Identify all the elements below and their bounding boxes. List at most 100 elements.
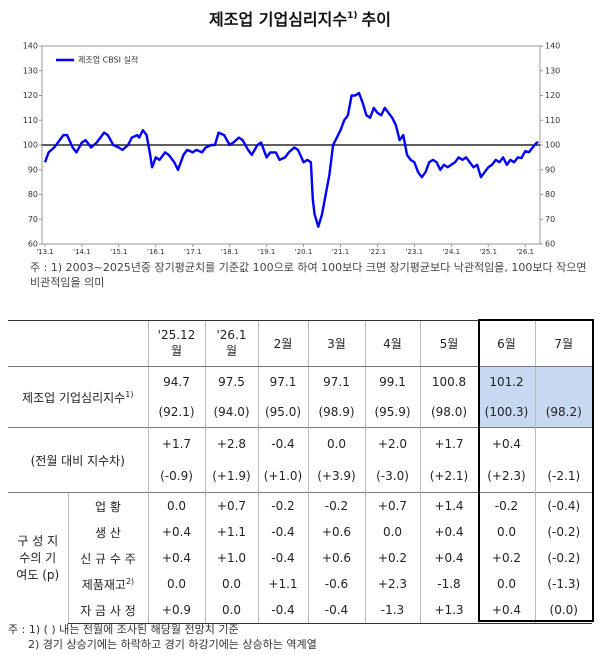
value-cell: (-1.3) — [534, 571, 592, 597]
forecast-cell: (+1.0) — [257, 460, 308, 493]
value-cell — [534, 366, 592, 397]
value-cell: (-0.2) — [534, 519, 592, 545]
value-cell: +0.7 — [364, 492, 420, 519]
forecast-cell: (+1.9) — [204, 460, 258, 493]
value-cell: +1.0 — [204, 545, 258, 571]
column-header: '26.1월 — [204, 320, 258, 367]
column-header: 3월 — [307, 320, 365, 367]
value-cell: 0.0 — [477, 571, 535, 597]
forecast-cell: (98.9) — [307, 397, 365, 428]
value-cell: 0.0 — [364, 519, 420, 545]
y2-tick-label: 120 — [545, 91, 560, 100]
value-cell: +1.4 — [419, 492, 478, 519]
value-cell: 97.1 — [307, 366, 365, 397]
sup: 2) — [125, 576, 135, 586]
value-cell: -0.4 — [257, 545, 308, 571]
value-cell: -0.4 — [257, 427, 308, 460]
x-tick-label: '18.1 — [221, 248, 239, 256]
value-cell: 0.0 — [147, 571, 205, 597]
forecast-cell: (98.0) — [419, 397, 478, 428]
value-cell: -0.4 — [257, 519, 308, 545]
value-cell: (-0.4) — [534, 492, 592, 519]
x-tick-label: '24.1 — [443, 248, 461, 256]
forecast-cell: (92.1) — [147, 397, 205, 428]
value-cell: +0.4 — [419, 519, 478, 545]
value-cell: -0.2 — [257, 492, 308, 519]
value-cell: 97.5 — [204, 366, 258, 397]
title: 제조업 기업심리지수1) 추이 — [209, 10, 391, 29]
table: '25.12월 '26.1월 2월 3월 4월 5월 6월 7월 제조업 기업심리지수1) 94.… — [8, 320, 592, 624]
value-cell: +0.4 — [477, 597, 535, 624]
value-cell: +0.4 — [147, 545, 205, 571]
value-cell: (0.0) — [534, 597, 592, 624]
column-header: 6월 — [477, 320, 535, 367]
row-label: 신 규 수 주 — [67, 545, 148, 571]
value-cell: +0.2 — [477, 545, 535, 571]
sup: 1) — [125, 389, 134, 399]
row-label: 자 금 사 정 — [67, 597, 148, 624]
value-cell: -0.2 — [477, 492, 535, 519]
y-tick-label: 90 — [28, 165, 38, 174]
x-tick-label: '17.1 — [184, 248, 202, 256]
column-header: 2월 — [257, 320, 308, 367]
value-cell: 0.0 — [477, 519, 535, 545]
forecast-cell: (-0.9) — [147, 460, 205, 493]
value-cell: +0.4 — [477, 427, 535, 460]
y-tick-label: 120 — [23, 91, 38, 100]
forecast-cell: (-2.1) — [534, 460, 592, 493]
y2-tick-label: 60 — [545, 240, 555, 249]
chart: 제조업 기업심리지수1) 추이 60 60 70 70 80 80 90 90 100 100 110… — [23, 10, 561, 257]
value-cell: +0.4 — [147, 519, 205, 545]
value-cell: -0.6 — [307, 571, 365, 597]
group-label: 구 성 지수의 기여도 (p) — [8, 492, 68, 624]
y2-tick-label: 130 — [545, 66, 560, 75]
forecast-cell: (100.3) — [477, 397, 535, 428]
forecast-cell: (-3.0) — [364, 460, 420, 493]
y2-tick-label: 140 — [545, 42, 560, 51]
x-tick-label: '13.1 — [36, 248, 54, 256]
forecast-cell: (+3.9) — [307, 460, 365, 493]
value-cell — [534, 427, 592, 460]
row-label: 제조업 기업심리지수1) — [22, 389, 134, 405]
row-label: 생 산 — [67, 519, 148, 545]
note: 2) 경기 상승기에는 하락하고 경기 하강기에는 상승하는 역계열 — [28, 638, 317, 651]
value-cell: +0.2 — [364, 545, 420, 571]
series-line — [43, 91, 539, 228]
value-cell: 0.0 — [307, 427, 365, 460]
x-tick-label: '25.1 — [480, 248, 498, 256]
y-tick-label: 70 — [28, 215, 38, 224]
y2-tick-label: 80 — [545, 190, 555, 199]
x-tick-label: '20.1 — [295, 248, 313, 256]
value-cell: +0.6 — [307, 545, 365, 571]
x-tick-label: '22.1 — [369, 248, 387, 256]
legend-label: 제조업 CBSI 실적 — [78, 55, 138, 65]
y-tick-label: 100 — [23, 141, 38, 150]
forecast-cell: (98.2) — [534, 397, 592, 428]
forecast-cell: (+2.1) — [419, 460, 478, 493]
value-cell: +1.1 — [257, 571, 308, 597]
value-cell: -1.8 — [419, 571, 478, 597]
y2-tick-label: 70 — [545, 215, 555, 224]
y2-tick-label: 100 — [545, 141, 560, 150]
note: 주 : 1) ( ) 내는 전월에 조사된 해당월 전망치 기준 — [8, 623, 239, 636]
forecast-cell: (95.0) — [257, 397, 308, 428]
value-cell: +0.9 — [147, 597, 205, 624]
column-header: 5월 — [419, 320, 478, 367]
value-cell: 101.2 — [477, 366, 535, 397]
corner — [8, 320, 148, 367]
value-cell: +0.4 — [419, 545, 478, 571]
x-tick-label: '15.1 — [110, 248, 128, 256]
value-cell: (-0.2) — [534, 545, 592, 571]
notes: 주 : 1) ( ) 내는 전월에 조사된 해당월 전망치 기준 2) 경기 상… — [8, 622, 317, 652]
value-cell: 99.1 — [364, 366, 420, 397]
value-cell: 97.1 — [257, 366, 308, 397]
value-cell: -0.4 — [307, 597, 365, 624]
y2-tick-label: 90 — [545, 165, 555, 174]
value-cell: +0.6 — [307, 519, 365, 545]
column-header: 7월 — [534, 320, 592, 367]
value-cell: +2.3 — [364, 571, 420, 597]
y-tick-label: 60 — [28, 240, 38, 249]
row-label: 제품재고2) — [67, 571, 148, 597]
y-tick-label: 110 — [23, 116, 38, 125]
column-header: '25.12월 — [147, 320, 205, 367]
